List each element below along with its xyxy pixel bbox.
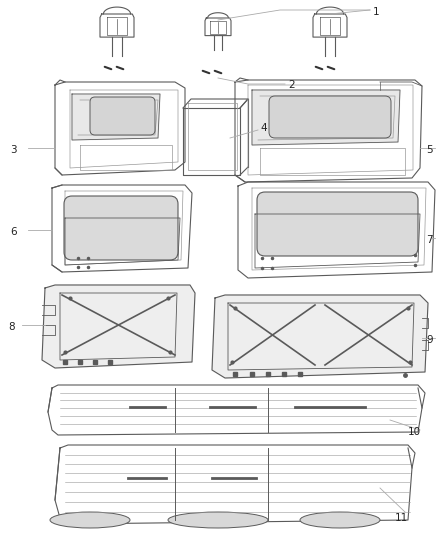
Polygon shape [183,108,240,175]
FancyBboxPatch shape [90,97,155,135]
Polygon shape [238,182,435,278]
Text: 10: 10 [408,427,421,437]
Text: 11: 11 [395,513,408,523]
Polygon shape [55,80,185,175]
Text: 7: 7 [426,235,433,245]
FancyBboxPatch shape [257,192,418,256]
Polygon shape [313,14,347,37]
Text: 6: 6 [10,227,17,237]
FancyBboxPatch shape [269,96,391,138]
Text: 3: 3 [10,145,17,155]
Polygon shape [100,14,134,37]
Polygon shape [183,100,250,108]
Polygon shape [205,18,231,36]
FancyBboxPatch shape [64,196,178,260]
Text: 8: 8 [8,322,14,332]
Ellipse shape [168,512,268,528]
Polygon shape [72,94,160,140]
Polygon shape [55,445,415,524]
Polygon shape [235,78,422,182]
Text: 1: 1 [373,7,380,17]
Polygon shape [42,285,195,368]
Text: 4: 4 [260,123,267,133]
Polygon shape [52,185,192,272]
Text: 9: 9 [426,335,433,345]
Polygon shape [252,90,400,145]
Text: 5: 5 [426,145,433,155]
Polygon shape [212,295,428,378]
Polygon shape [48,385,425,435]
Text: 2: 2 [288,80,295,90]
Ellipse shape [300,512,380,528]
Ellipse shape [50,512,130,528]
